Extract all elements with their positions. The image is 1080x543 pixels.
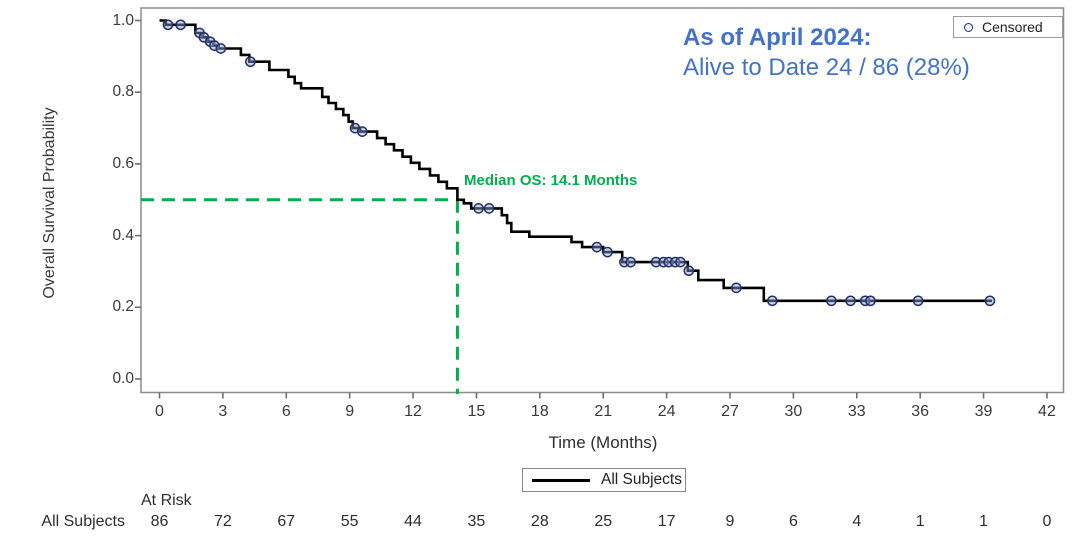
x-tick-label: 33 [847,403,866,420]
annotation-as-of-date: As of April 2024: [683,24,872,51]
at-risk-value: 86 [150,513,169,530]
at-risk-value: 25 [594,513,613,530]
x-tick-label: 24 [657,403,676,420]
x-tick-label: 30 [784,403,803,420]
y-axis-title: Overall Survival Probability [41,107,58,299]
y-tick-label: 0.2 [112,298,134,316]
x-tick-label: 15 [467,403,486,420]
at-risk-value: 4 [852,513,862,530]
at-risk-value: 6 [788,513,798,530]
at-risk-value: 28 [530,513,549,530]
km-step-curve [159,19,992,303]
y-tick-label: 0.6 [112,154,134,172]
x-tick-label: 21 [594,403,613,420]
x-tick-label: 12 [404,403,422,420]
median-os-label: Median OS: 14.1 Months [464,172,638,189]
axis-tick-marks [135,19,1048,399]
x-tick-label: 0 [155,403,164,420]
x-tick-label: 27 [721,403,739,420]
at-risk-value: 44 [404,513,422,530]
annotation-alive-count: Alive to Date 24 / 86 (28%) [683,54,970,81]
at-risk-value: 0 [1042,513,1052,530]
y-tick-label: 0.0 [112,370,134,387]
censored-legend-label: Censored [982,19,1043,35]
y-tick-label: 1.0 [112,11,134,29]
at-risk-value: 1 [979,513,989,530]
series-line-swatch-icon [532,478,590,482]
series-legend-label: All Subjects [601,471,682,488]
y-tick-label: 0.8 [112,83,134,101]
y-tick-label: 0.4 [112,226,134,244]
at-risk-value: 9 [725,513,735,530]
median-reference-lines [141,198,459,394]
x-tick-label: 42 [1038,403,1056,420]
censored-marker-icon [964,22,973,32]
x-tick-label: 36 [911,403,930,420]
x-tick-label: 6 [281,403,291,420]
x-axis-title: Time (Months) [548,433,658,452]
at-risk-value: 72 [213,513,232,530]
x-tick-label: 9 [345,403,355,420]
at-risk-header: At Risk [141,492,192,509]
at-risk-value: 67 [277,513,296,530]
x-tick-label: 39 [974,403,993,420]
censored-legend: Censored [953,16,1063,38]
x-tick-label: 3 [218,403,228,420]
at-risk-value: 55 [340,513,359,530]
at-risk-value: 1 [915,513,925,530]
at-risk-value: 17 [657,513,676,530]
series-legend: All Subjects [522,468,686,492]
censor-marks [162,19,996,307]
at-risk-row-label: All Subjects [41,513,125,530]
at-risk-value: 35 [467,513,486,530]
x-tick-label: 18 [530,403,549,420]
